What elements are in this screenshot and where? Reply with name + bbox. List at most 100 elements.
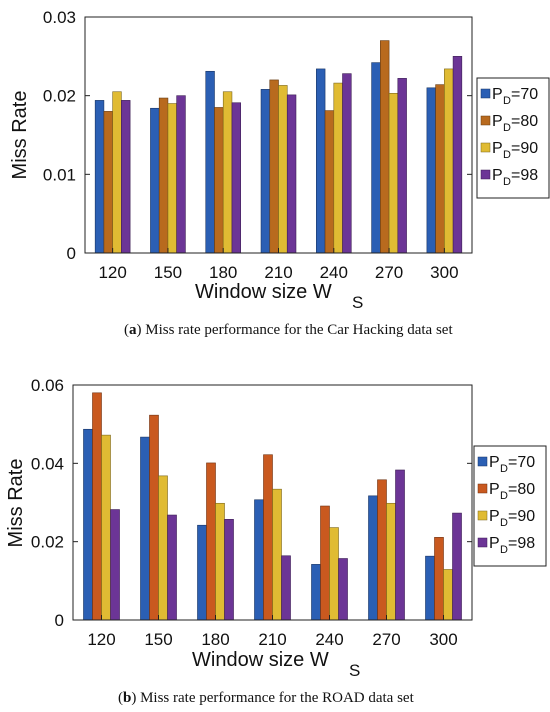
x-tick-label: 300: [430, 263, 458, 282]
y-tick-label: 0.04: [31, 454, 64, 473]
legend: P D =70P D =80P D =90P D =98: [476, 77, 550, 199]
bar-70-300: [426, 87, 436, 254]
y-tick-label: 0.02: [31, 533, 64, 552]
legend-label-90: P: [489, 508, 500, 525]
y-tick-label: 0.01: [43, 165, 76, 184]
legend-label-98: P: [492, 167, 503, 184]
x-tick-label: 120: [98, 263, 126, 282]
caption-a: (a) Miss rate performance for the Car Ha…: [124, 322, 453, 338]
bar-90-210: [278, 85, 288, 254]
bar-80-210: [269, 79, 279, 254]
y-tick-label: 0.02: [43, 87, 76, 106]
legend-swatch-80: [477, 483, 488, 494]
x-tick-label: 240: [315, 630, 343, 649]
bar-70-150: [140, 436, 150, 621]
bar-98-240: [342, 73, 352, 254]
legend-swatch-70: [477, 456, 488, 467]
bar-98-270: [397, 78, 407, 254]
legend-label-90: P: [492, 140, 503, 157]
bar-98-150: [167, 514, 177, 621]
x-tick-label: 300: [429, 630, 457, 649]
bar-80-270: [380, 40, 390, 254]
bar-80-240: [324, 110, 335, 254]
bar-80-210: [263, 454, 273, 621]
x-tick-label: 120: [87, 630, 115, 649]
bar-80-150: [158, 97, 169, 254]
bar-90-180: [215, 502, 225, 621]
bar-90-150: [158, 475, 168, 621]
bar-90-270: [388, 93, 399, 254]
bar-80-300: [435, 84, 445, 254]
bar-98-210: [286, 94, 297, 254]
chart-b: 0 0.02 0.04 0.06 120 150 180 210 240 270 300 Window…: [5, 376, 547, 680]
legend-label-value: =70: [511, 86, 538, 103]
legend-label-value: =90: [508, 508, 535, 525]
bar-70-240: [316, 68, 326, 254]
x-tick-label: 150: [154, 263, 182, 282]
legend-label-70: P: [492, 86, 503, 103]
x-axis-label: Window size W: [195, 281, 332, 303]
legend-label-value: =98: [508, 535, 535, 552]
bar-98-270: [395, 469, 405, 621]
x-tick-label: 180: [209, 263, 237, 282]
bar-80-300: [434, 537, 444, 621]
bar-70-180: [205, 70, 215, 254]
bar-70-120: [94, 100, 105, 254]
legend-label-value: =70: [508, 454, 535, 471]
bar-90-120: [101, 434, 111, 621]
y-axis-label: Miss Rate: [9, 91, 31, 180]
x-tick-label: 210: [258, 630, 286, 649]
chart-a: 0 0.01 0.02 0.03 120 150 180 210 240 270 300 Window…: [9, 8, 550, 312]
bar-80-240: [320, 505, 330, 621]
caption-b: (b) Miss rate performance for the ROAD d…: [118, 690, 414, 706]
legend-label-value: =98: [511, 167, 538, 184]
bar-98-180: [224, 519, 234, 621]
x-axis-label: Window size W: [192, 649, 329, 671]
bar-90-150: [167, 103, 177, 254]
bar-98-300: [452, 56, 463, 254]
bar-70-300: [425, 555, 435, 621]
bar-98-150: [176, 95, 186, 254]
bar-90-240: [329, 527, 339, 621]
bar-90-270: [386, 502, 396, 621]
legend-label-subscript: D: [500, 544, 508, 556]
bar-70-210: [260, 89, 271, 254]
x-tick-label: 270: [372, 630, 400, 649]
bar-98-120: [110, 509, 120, 621]
bar-98-240: [338, 558, 348, 621]
bar-98-180: [231, 102, 241, 254]
x-tick-label: 180: [201, 630, 229, 649]
legend-label-subscript: D: [503, 176, 511, 188]
legend: P D =70P D =80P D =90P D =98: [473, 445, 547, 567]
bar-98-120: [121, 100, 131, 254]
x-tick-label: 150: [144, 630, 172, 649]
bar-80-270: [377, 479, 387, 621]
legend-label-subscript: D: [503, 122, 511, 134]
bar-70-120: [83, 428, 93, 621]
x-tick-label: 270: [375, 263, 403, 282]
legend-swatch-90: [477, 510, 488, 521]
legend-label-subscript: D: [503, 95, 511, 107]
legend-label-subscript: D: [500, 463, 508, 475]
y-tick-label: 0.06: [31, 376, 64, 395]
bar-98-210: [281, 555, 291, 621]
bar-80-120: [103, 111, 113, 254]
legend-swatch-98: [477, 537, 488, 548]
legend-swatch-98: [480, 169, 491, 180]
bar-70-270: [368, 495, 378, 621]
bar-70-270: [371, 62, 381, 254]
bar-80-120: [92, 392, 102, 621]
legend-swatch-80: [480, 115, 491, 126]
bar-70-240: [311, 564, 321, 621]
bar-90-240: [333, 82, 343, 254]
legend-label-value: =90: [511, 140, 538, 157]
legend-label-subscript: D: [500, 490, 508, 502]
legend-label-70: P: [489, 454, 500, 471]
bar-90-210: [272, 488, 282, 621]
bar-90-300: [444, 68, 454, 254]
legend-label-subscript: D: [503, 149, 511, 161]
x-axis-label-subscript: S: [352, 293, 363, 312]
bar-90-120: [112, 91, 122, 254]
bar-80-150: [149, 414, 159, 621]
